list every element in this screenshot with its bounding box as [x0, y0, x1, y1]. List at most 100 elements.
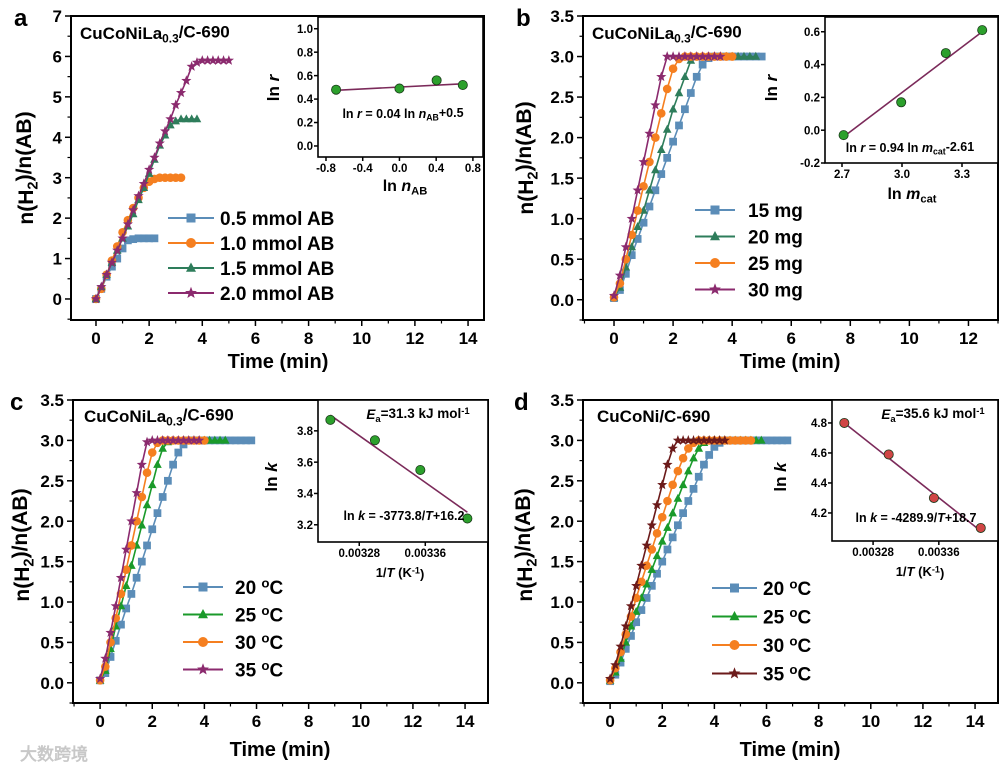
- star-marker: [170, 99, 181, 110]
- star-marker: [133, 190, 144, 201]
- circle-marker: [678, 453, 688, 463]
- square-marker: [692, 72, 701, 81]
- triangle-marker: [121, 581, 131, 590]
- star-marker: [106, 257, 118, 267]
- triangle-marker: [694, 443, 704, 452]
- fit-line: [843, 31, 983, 138]
- main-xtick-label: 8: [846, 329, 855, 348]
- circle-marker: [746, 436, 756, 445]
- fit-equation-part: -2.61: [946, 140, 975, 154]
- inset-x-label-part: 1/: [896, 564, 907, 579]
- square-marker: [694, 472, 703, 481]
- y-axis-label-part: 2: [525, 171, 541, 179]
- circle-marker: [176, 173, 186, 183]
- series-3: [605, 435, 730, 684]
- circle-marker: [668, 480, 677, 490]
- star-marker: [122, 218, 133, 229]
- star-marker: [144, 164, 155, 174]
- inset-y-label-part: r: [264, 73, 283, 81]
- inset-x-label-part: -1: [412, 565, 420, 575]
- circle-marker: [721, 52, 731, 61]
- triangle-marker: [739, 51, 749, 60]
- y-axis-label-part: 2: [21, 558, 37, 566]
- square-marker: [621, 269, 630, 278]
- star-marker: [679, 51, 691, 61]
- fit-equation: ln k = -3773.8/T+16.2: [344, 509, 465, 523]
- legend-entry: 30 oC: [712, 633, 812, 657]
- panel-title: CuCoNiLa0.3/C-690: [84, 405, 234, 428]
- triangle-marker: [678, 480, 688, 489]
- star-marker: [197, 663, 209, 675]
- square-marker: [778, 436, 787, 445]
- main-ytick-label: 1: [53, 250, 62, 269]
- legend-entry: 2.0 mmol AB: [168, 284, 334, 305]
- circle-marker: [657, 512, 667, 522]
- square-marker: [150, 234, 159, 243]
- square-marker: [158, 493, 167, 501]
- inset-x-label-part: AB: [411, 185, 427, 197]
- legend-label: 35 oC: [763, 662, 812, 686]
- main-ytick-label: 0.5: [550, 250, 574, 269]
- inset-xtick-label: 0.4: [428, 163, 445, 175]
- circle-marker: [633, 206, 642, 215]
- star-marker: [615, 641, 626, 651]
- inset-x-label-part: ): [940, 566, 944, 581]
- fit-equation-part: m: [922, 141, 933, 155]
- fit-line: [843, 422, 982, 532]
- inset-ytick-label: 4.2: [811, 508, 827, 520]
- main-xtick-label: 14: [456, 712, 475, 731]
- series-2: [95, 436, 209, 685]
- circle-marker: [127, 541, 136, 550]
- square-marker: [139, 234, 148, 243]
- circle-marker: [200, 436, 209, 445]
- inset-ytick-label: 0.6: [804, 27, 820, 39]
- main-xtick-label: 2: [658, 712, 667, 731]
- legend-label-part: 20: [763, 579, 789, 600]
- circle-marker: [137, 492, 147, 502]
- square-marker: [681, 105, 689, 114]
- star-marker: [128, 204, 139, 215]
- y-axis-label-part: 2: [25, 181, 41, 189]
- main-frame: [70, 15, 485, 321]
- inset-data-point: [369, 435, 380, 446]
- square-marker: [632, 618, 641, 627]
- square-marker: [108, 262, 116, 271]
- square-marker: [639, 218, 648, 227]
- triangle-marker: [153, 459, 162, 468]
- fit-equation: ln r = 0.94 ln mcat-2.61: [846, 140, 974, 157]
- inset-xtick-label: 0.00336: [918, 547, 960, 559]
- legend-label-part: 30: [235, 633, 261, 654]
- legend-label-part: o: [789, 662, 797, 677]
- circle-marker: [132, 516, 141, 526]
- fit-equation-part: +16.2: [433, 509, 465, 523]
- inset-y-label-part: r: [762, 73, 781, 81]
- fit-equation-part: = -4289.9/: [877, 511, 938, 525]
- main-ytick-label: 0.0: [550, 674, 574, 693]
- legend-entry: 0.5 mmol AB: [168, 209, 334, 230]
- activation-energy-label-part: -1: [461, 406, 469, 417]
- legend-entry: 20 mg: [695, 228, 803, 249]
- star-marker: [662, 459, 673, 469]
- star-marker: [631, 580, 642, 591]
- fit-equation-part: T: [937, 511, 946, 525]
- inset-ytick-label: -0.2: [800, 158, 820, 170]
- legend-label-part: C: [798, 636, 812, 657]
- fit-equation-part: k: [358, 509, 366, 523]
- triangle-marker: [689, 453, 698, 462]
- inset-x-label-part: m: [906, 186, 920, 203]
- main-xtick-label: 12: [959, 329, 978, 348]
- main-xtick-label: 2: [148, 712, 157, 731]
- main-xtick-label: 14: [966, 712, 985, 731]
- square-marker: [143, 541, 151, 550]
- series-0: [610, 52, 766, 302]
- star-marker: [186, 61, 197, 71]
- square-marker: [762, 436, 771, 445]
- legend-label: 1.5 mmol AB: [220, 259, 334, 280]
- circle-marker: [121, 565, 131, 574]
- y-axis-label-part: n(H: [514, 567, 537, 602]
- star-marker: [714, 435, 725, 445]
- star-marker: [608, 290, 620, 301]
- inset-y-label: ln r: [762, 73, 781, 101]
- inset-data-point: [457, 80, 468, 91]
- star-marker: [667, 51, 679, 61]
